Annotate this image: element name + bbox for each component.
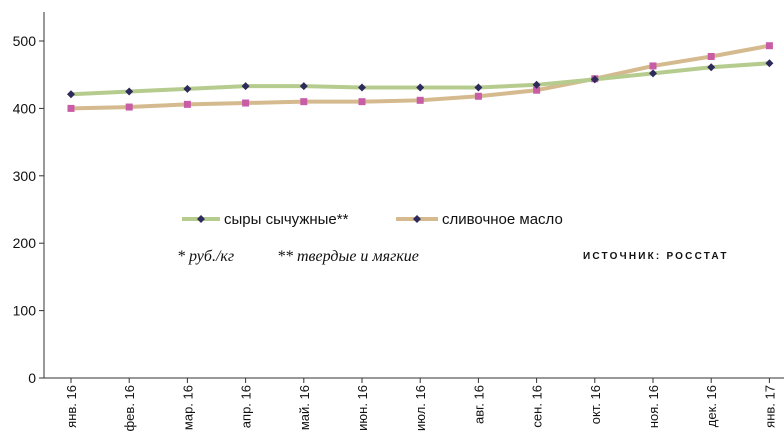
data-point-cheese — [532, 80, 541, 89]
y-tick-label: 500 — [13, 33, 37, 49]
x-tick-label: июл. 16 — [413, 385, 428, 431]
axes — [43, 12, 784, 379]
y-tick-label: 300 — [13, 168, 37, 184]
data-point-cheese — [358, 83, 366, 92]
x-tick-label: авг. 16 — [471, 385, 486, 424]
data-point-butter — [765, 42, 773, 50]
x-ticks: янв. 16 фев. 16 мар. 16 апр. 16 май. 16 июн. … — [64, 378, 777, 432]
data-point-butter — [416, 96, 424, 104]
data-point-cheese — [125, 87, 134, 96]
data-point-cheese — [707, 63, 716, 72]
x-tick-label: окт. 16 — [588, 385, 603, 424]
data-point-butter — [649, 62, 657, 70]
data-point-butter — [358, 98, 366, 106]
x-tick-label: дек. 16 — [704, 385, 719, 427]
data-point-butter — [474, 92, 482, 100]
series-layer — [67, 42, 774, 112]
y-tick-label: 0 — [28, 370, 36, 386]
data-point-cheese — [183, 84, 192, 93]
x-tick-label: апр. 16 — [239, 385, 254, 428]
data-point-cheese — [649, 69, 657, 78]
data-point-cheese — [590, 75, 599, 84]
data-point-cheese — [474, 83, 483, 92]
legend-marker-cheese — [197, 215, 205, 223]
x-tick-label: янв. 16 — [64, 385, 79, 428]
data-point-butter — [125, 103, 133, 111]
x-tick-label: ноя. 16 — [646, 385, 661, 428]
data-point-butter — [242, 99, 250, 107]
data-point-butter — [183, 100, 191, 108]
data-point-cheese — [241, 82, 250, 91]
legend: сыры сычужные** сливочное масло — [182, 211, 563, 228]
x-tick-label: мар. 16 — [180, 385, 195, 430]
legend-marker-butter — [413, 215, 421, 223]
data-point-butter — [300, 98, 308, 106]
data-point-cheese — [299, 82, 308, 91]
footnote-type: ** твердые и мягкие — [277, 248, 419, 265]
y-tick-label: 100 — [13, 303, 37, 319]
y-ticks: 0 100 200 300 400 500 — [13, 33, 44, 386]
x-tick-label: май. 16 — [297, 385, 312, 430]
footnote-unit: * руб./кг — [177, 248, 234, 265]
data-point-butter — [67, 104, 75, 112]
x-tick-label: фев. 16 — [122, 385, 137, 432]
x-tick-label: янв. 17 — [762, 385, 777, 428]
legend-label-cheese: сыры сычужные** — [224, 211, 349, 228]
y-tick-label: 200 — [13, 235, 37, 251]
x-tick-label: сен. 16 — [530, 385, 545, 428]
data-point-cheese — [765, 59, 774, 68]
legend-label-butter: сливочное масло — [442, 211, 563, 228]
data-point-cheese — [67, 90, 75, 99]
y-tick-label: 400 — [13, 100, 37, 116]
data-point-butter — [707, 53, 715, 61]
data-point-cheese — [416, 83, 425, 92]
data-point-butter — [533, 86, 541, 94]
source-label: ИСТОЧНИК: РОССТАТ — [583, 251, 729, 262]
x-tick-label: июн. 16 — [355, 385, 370, 431]
